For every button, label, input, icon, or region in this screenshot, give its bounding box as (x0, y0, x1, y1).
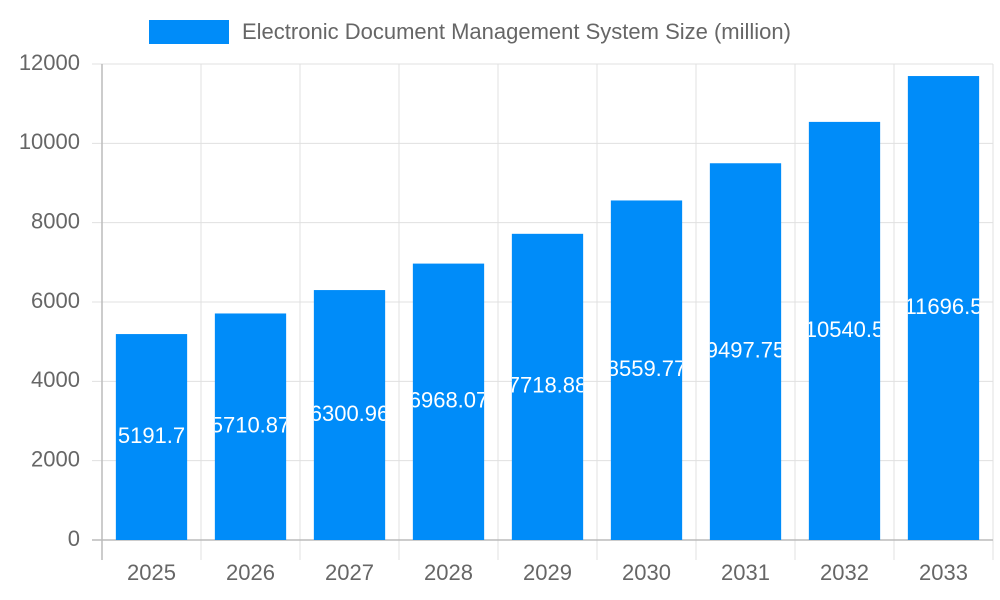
x-tick-label: 2033 (919, 560, 968, 585)
x-tick-label: 2025 (127, 560, 176, 585)
y-tick-label: 0 (68, 526, 80, 551)
x-tick-label: 2027 (325, 560, 374, 585)
y-tick-label: 4000 (31, 367, 80, 392)
legend-swatch (149, 20, 229, 44)
value-label: 8559.77 (607, 356, 687, 381)
y-tick-label: 8000 (31, 208, 80, 233)
y-tick-label: 12000 (19, 50, 80, 75)
x-tick-label: 2029 (523, 560, 572, 585)
x-tick-label: 2026 (226, 560, 275, 585)
bar (610, 200, 683, 540)
y-tick-label: 6000 (31, 288, 80, 313)
bar (313, 290, 386, 540)
x-tick-label: 2031 (721, 560, 770, 585)
bar (214, 313, 287, 540)
x-tick-label: 2030 (622, 560, 671, 585)
value-label: 11696.5 (905, 294, 983, 319)
value-label: 10540.5 (805, 317, 885, 342)
bar (907, 76, 980, 541)
value-label: 6968.07 (409, 388, 489, 413)
x-tick-label: 2028 (424, 560, 473, 585)
bar (412, 263, 485, 540)
y-tick-label: 2000 (31, 446, 80, 471)
value-label: 9497.75 (706, 337, 786, 362)
bar (511, 233, 584, 541)
value-label: 5191.7 (118, 423, 185, 448)
value-label: 6300.96 (310, 401, 390, 426)
x-tick-label: 2032 (820, 560, 869, 585)
y-tick-label: 10000 (19, 129, 80, 154)
value-label: 5710.87 (211, 413, 291, 438)
bar (115, 334, 188, 540)
bar (808, 121, 881, 541)
bar (709, 163, 782, 540)
value-label: 7718.88 (508, 373, 588, 398)
legend-label: Electronic Document Management System Si… (242, 19, 791, 44)
